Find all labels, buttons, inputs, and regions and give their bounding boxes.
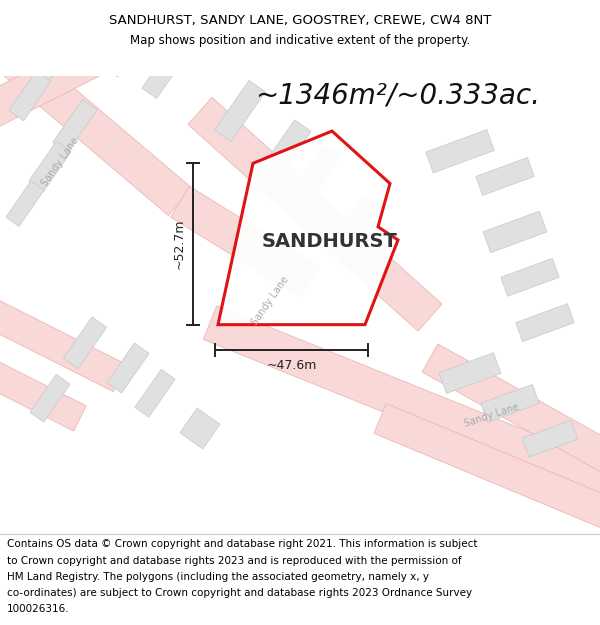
Text: ~1346m²/~0.333ac.: ~1346m²/~0.333ac. [255,82,540,110]
Polygon shape [476,158,534,196]
Polygon shape [170,186,319,298]
Polygon shape [522,420,578,457]
Polygon shape [422,344,600,473]
Polygon shape [218,131,398,324]
Polygon shape [0,24,138,127]
Polygon shape [483,211,547,252]
Polygon shape [135,369,175,417]
Text: SANDHURST, SANDY LANE, GOOSTREY, CREWE, CW4 8NT: SANDHURST, SANDY LANE, GOOSTREY, CREWE, … [109,14,491,27]
Polygon shape [215,81,265,141]
Text: Map shows position and indicative extent of the property.: Map shows position and indicative extent… [130,34,470,47]
Text: Sandy Lane: Sandy Lane [463,402,521,429]
Polygon shape [6,181,44,226]
Polygon shape [9,71,51,121]
Polygon shape [501,258,559,296]
Polygon shape [329,196,381,258]
Text: ~52.7m: ~52.7m [173,219,185,269]
Polygon shape [259,120,311,182]
Polygon shape [53,99,97,152]
Text: 100026316.: 100026316. [7,604,70,614]
Polygon shape [142,42,188,99]
Polygon shape [0,26,191,216]
Text: ~47.6m: ~47.6m [266,359,317,372]
Polygon shape [516,304,574,342]
Text: Sandy Lane: Sandy Lane [40,135,80,188]
Polygon shape [425,129,494,173]
Polygon shape [32,28,78,82]
Polygon shape [481,384,539,423]
Polygon shape [0,299,127,392]
Text: SANDHURST: SANDHURST [262,232,398,251]
Text: co-ordinates) are subject to Crown copyright and database rights 2023 Ordnance S: co-ordinates) are subject to Crown copyr… [7,588,472,598]
Polygon shape [180,408,220,449]
Polygon shape [63,317,107,369]
Polygon shape [188,98,442,331]
Polygon shape [29,141,71,191]
Polygon shape [439,352,501,394]
Polygon shape [289,145,341,208]
Text: HM Land Registry. The polygons (including the associated geometry, namely x, y: HM Land Registry. The polygons (includin… [7,572,429,582]
Polygon shape [374,404,600,529]
Polygon shape [103,24,147,77]
Text: to Crown copyright and database rights 2023 and is reproduced with the permissio: to Crown copyright and database rights 2… [7,556,462,566]
Polygon shape [203,306,600,501]
Text: Contains OS data © Crown copyright and database right 2021. This information is : Contains OS data © Crown copyright and d… [7,539,478,549]
Polygon shape [107,343,149,393]
Polygon shape [0,361,86,431]
Bar [0,0,600,76]
Text: Sandy Lane: Sandy Lane [250,274,290,327]
Polygon shape [30,374,70,422]
